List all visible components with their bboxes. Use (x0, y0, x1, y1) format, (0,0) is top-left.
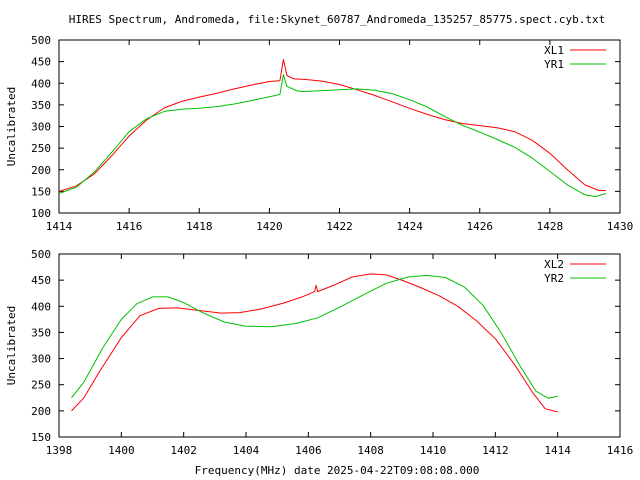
top-plot-frame (58, 39, 621, 214)
bottom-x-tick-label: 1404 (233, 444, 260, 457)
top-x-tick-label: 1422 (326, 220, 353, 233)
bottom-y-axis-label: Uncalibrated (5, 306, 18, 385)
bottom-x-tick-label: 1398 (46, 444, 73, 457)
bottom-panel: Uncalibrated 150 200 250 300 350 400 450 500 13… (5, 248, 633, 457)
bottom-x-tick-label: 1412 (482, 444, 509, 457)
bottom-y-ticks: 150 200 250 300 350 400 450 500 (31, 248, 620, 444)
top-y-tick-label: 400 (31, 77, 51, 90)
top-y-tick-label: 100 (31, 207, 51, 220)
top-y-ticks: 100 150 200 250 300 350 400 450 500 (31, 34, 620, 220)
figure-title: HIRES Spectrum, Andromeda, file:Skynet_6… (69, 13, 605, 26)
top-y-tick-label: 250 (31, 142, 51, 155)
top-x-tick-label: 1418 (186, 220, 213, 233)
top-x-tick-label: 1424 (396, 220, 423, 233)
bottom-x-tick-label: 1400 (108, 444, 135, 457)
legend-label-xl1: XL1 (544, 44, 564, 57)
top-x-tick-label: 1420 (256, 220, 283, 233)
legend-label-yr1: YR1 (544, 58, 564, 71)
top-y-tick-label: 500 (31, 34, 51, 47)
series-yr2-line (71, 274, 558, 399)
top-x-tick-label: 1414 (46, 220, 73, 233)
bottom-x-ticks: 1398 1400 1402 1404 1406 1408 1410 1412 1414 1416 (46, 254, 634, 457)
legend-label-yr2: YR2 (544, 272, 564, 285)
top-x-tick-label: 1430 (607, 220, 634, 233)
legend-label-xl2: XL2 (544, 258, 564, 271)
top-x-tick-label: 1428 (537, 220, 564, 233)
top-y-tick-label: 150 (31, 185, 51, 198)
bottom-y-tick-label: 400 (31, 300, 51, 313)
bottom-y-tick-label: 450 (31, 274, 51, 287)
top-series (58, 59, 607, 198)
top-x-tick-label: 1426 (467, 220, 494, 233)
bottom-x-tick-label: 1416 (607, 444, 634, 457)
top-y-tick-label: 300 (31, 121, 51, 134)
top-y-tick-label: 450 (31, 56, 51, 69)
bottom-y-tick-label: 300 (31, 353, 51, 366)
top-x-ticks: 1414 1416 1418 1420 1422 1424 1426 1428 1430 (46, 40, 634, 233)
top-panel: Uncalibrated 100 150 200 250 300 350 400 450 500… (5, 34, 633, 233)
bottom-y-tick-label: 250 (31, 379, 51, 392)
bottom-y-tick-label: 350 (31, 326, 51, 339)
bottom-plot-frame (58, 253, 621, 438)
top-y-tick-label: 350 (31, 99, 51, 112)
bottom-y-tick-label: 200 (31, 405, 51, 418)
bottom-y-tick-label: 150 (31, 431, 51, 444)
bottom-series (71, 273, 558, 413)
top-y-tick-label: 200 (31, 164, 51, 177)
bottom-x-tick-label: 1414 (544, 444, 571, 457)
top-x-tick-label: 1416 (116, 220, 143, 233)
top-y-axis-label: Uncalibrated (5, 87, 18, 166)
bottom-x-axis-label: Frequency(MHz) date 2025-04-22T09:08:08.… (195, 464, 480, 477)
series-xl1-line (58, 59, 606, 192)
bottom-x-tick-label: 1410 (420, 444, 447, 457)
bottom-x-tick-label: 1402 (170, 444, 197, 457)
series-xl2-line (71, 273, 558, 413)
bottom-x-tick-label: 1406 (295, 444, 322, 457)
series-yr1-line (58, 74, 607, 198)
bottom-y-tick-label: 500 (31, 248, 51, 261)
bottom-x-tick-label: 1408 (357, 444, 384, 457)
